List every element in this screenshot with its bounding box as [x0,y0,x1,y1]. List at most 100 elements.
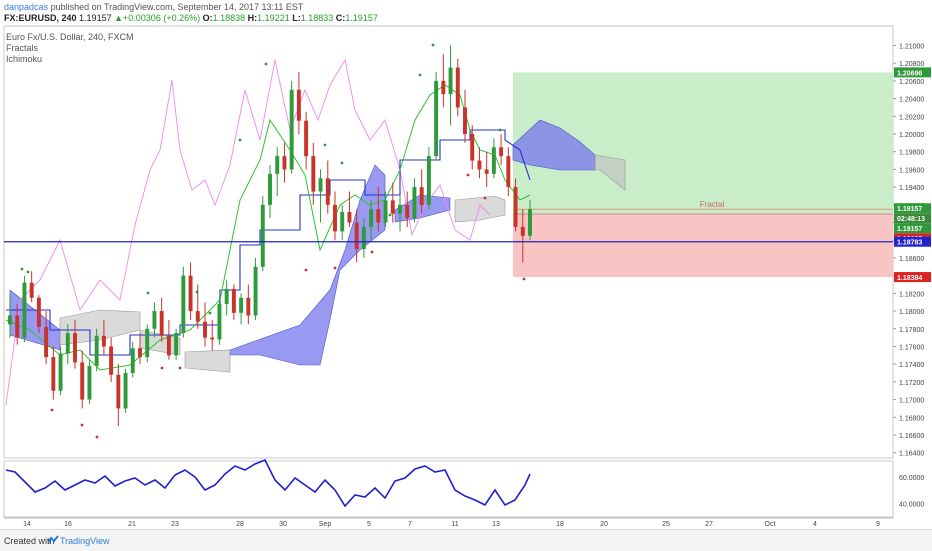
x-tick-label: 16 [64,521,72,528]
candle-body [434,80,439,157]
current-price-tag: 1.19157 [897,206,922,213]
candle-body [210,337,215,340]
fractal-down-marker [50,408,54,412]
x-tick-label: 7 [408,521,412,528]
y-tick-label: 1.20000 [899,132,924,139]
candle-body [463,107,467,134]
candle-body [80,362,85,400]
y-tick-label: 1.17800 [899,327,924,334]
indicator-legend: Euro Fx/U.S. Dollar, 240, FXCM Fractals … [6,32,134,65]
trading-chart[interactable]: Fractal 1.21000 1.20800 1.20600 1.20400 1.202… [0,0,932,529]
candle-body [8,315,12,325]
candle-body [304,120,309,157]
fractal-up-marker [20,267,24,271]
ohlc-bar: FX:EURUSD, 240 1.19157 ▲+0.00306 (+0.26%… [4,13,378,23]
y-tick-label: 1.17600 [899,344,924,351]
fractal-down-marker [160,366,164,370]
cloud-bull-1 [229,164,386,366]
candle-body [390,200,395,214]
candle-body [116,374,121,409]
candle-body [398,204,402,214]
candle-body [311,156,316,192]
tradingview-brand[interactable]: TradingView [60,536,110,546]
legend-symbol[interactable]: Euro Fx/U.S. Dollar, 240, FXCM [6,32,134,42]
candle-body [347,211,352,223]
last-price: 1.19157 [79,13,112,23]
candle-body [383,200,388,223]
fractal-up-marker [498,128,502,132]
open-label: O: [202,13,213,23]
candle-body [203,321,207,338]
change-up-icon: ▲ [114,13,124,23]
y-tick-label: 1.18200 [899,291,924,298]
y-tick-label: 1.19800 [899,150,924,157]
y-tick-label: 1.17000 [899,398,924,405]
y-tick-label: 1.16400 [899,451,924,458]
x-tick-label: 5 [367,521,371,528]
loss-zone [513,213,893,278]
target-price-tag: 1.20696 [897,70,922,77]
candle-body [109,346,114,375]
candle-body [412,187,417,219]
close-value: 1.19157 [345,13,378,23]
publish-text: published on TradingView.com, September … [50,2,304,12]
candle-body [325,178,330,205]
chikou-span [5,58,491,406]
cloud-bear-3 [454,195,506,223]
candle-body [44,326,49,358]
legend-fractals[interactable]: Fractals [6,43,39,53]
rsi-tick-label: 60.0000 [899,475,924,482]
x-tick-label: Sep [319,521,332,528]
fractal-down-marker [80,423,84,427]
fractal-up-marker [264,62,268,66]
candle-body [369,209,374,227]
cloud-bear-2 [184,349,231,373]
fractal-up-marker [195,290,199,294]
low-label: L: [292,13,301,23]
fractal-down-marker [304,268,308,272]
x-tick-label: 11 [451,521,458,528]
candle-body [426,156,431,205]
fractal-annotation: Fractal [700,200,725,209]
x-tick-label: 13 [492,521,500,528]
current-price-tag-bg [894,203,931,214]
high-label: H: [247,13,258,23]
candle-body [181,275,186,334]
candle-body [506,156,511,188]
fractal-up-marker [388,213,392,217]
fractal-up-marker [323,143,327,147]
candle-body [145,328,150,358]
fractal-up-marker [418,73,422,77]
y-tick-label: 1.18600 [899,256,924,263]
candle-body [188,275,193,312]
current-price-tag-2-bg [894,223,931,234]
candle-body [405,204,410,219]
hline-price-tag: 1.18783 [897,240,922,247]
candle-body [101,335,106,347]
candle-body [296,89,301,121]
target-price-tag-bg [894,67,931,78]
candle-body [138,348,142,358]
y-tick-label: 1.20800 [899,61,924,68]
fractal-down-marker [483,196,487,200]
author-link[interactable]: danpadcas [4,2,49,12]
y-tick-label: 1.17400 [899,362,924,369]
candle-body [65,333,70,354]
publish-info: danpadcas published on TradingView.com, … [4,2,303,12]
candle-body [268,173,272,205]
candle-body [159,311,164,336]
candle-body [51,357,56,391]
candle-body [217,303,222,340]
candle-body [513,187,518,227]
x-tick-label: 27 [705,521,713,528]
candle-body [246,297,251,316]
fractal-down-marker [466,173,470,177]
candle-body [253,266,258,316]
candle-body [419,187,424,205]
candle-body [260,204,265,267]
candle-body [275,156,280,174]
legend-ichimoku[interactable]: Ichimoku [6,54,43,64]
fractal-up-marker [431,43,435,47]
created-with-text: Created with [4,536,55,546]
stop-price-tag-bg [894,272,931,283]
